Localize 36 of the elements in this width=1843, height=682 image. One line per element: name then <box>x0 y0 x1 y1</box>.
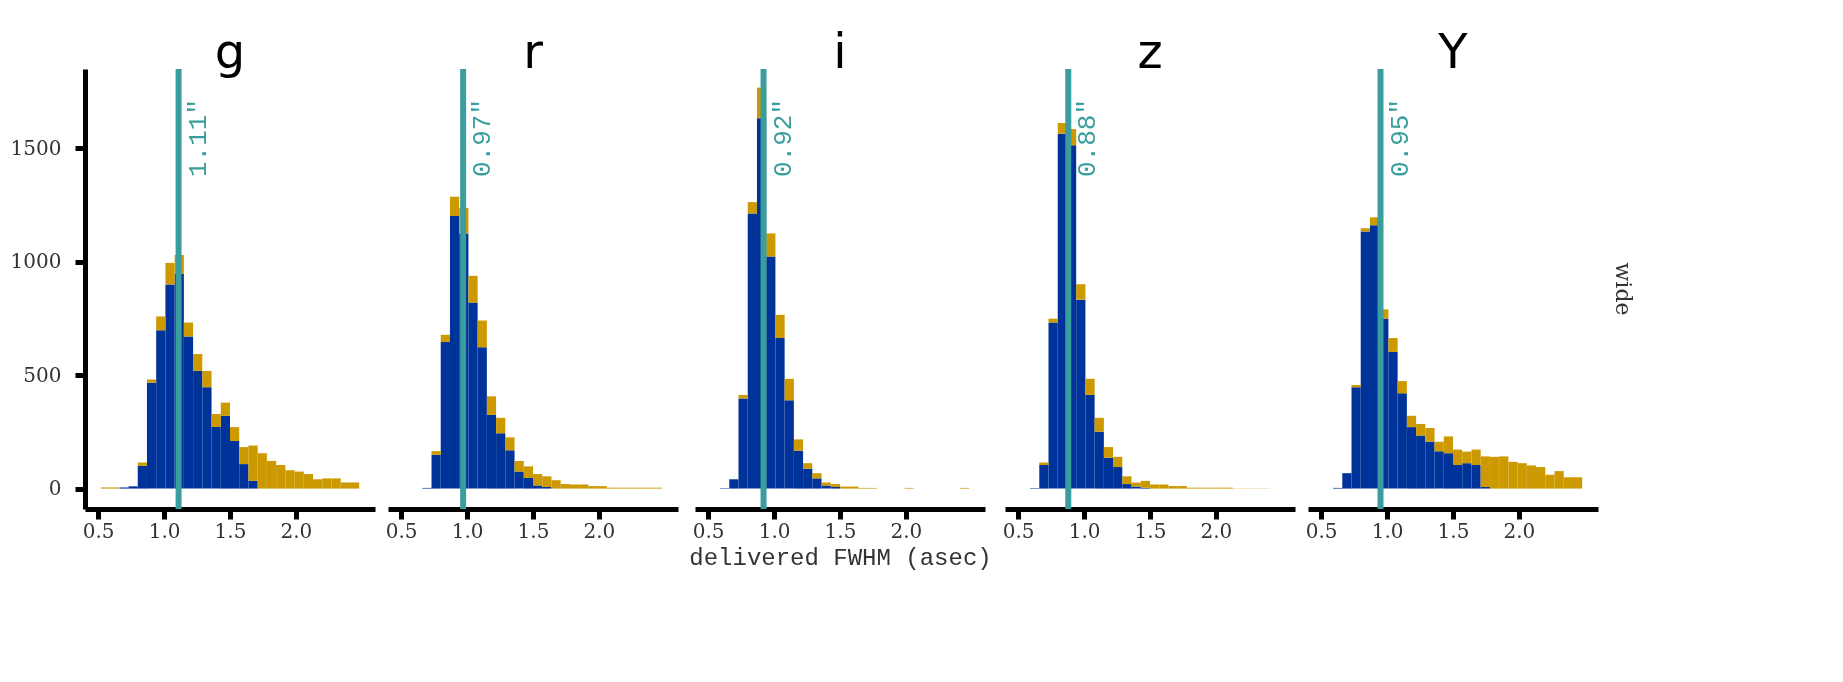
x-tick-label: 0.5 <box>1002 518 1035 543</box>
chart-title: Y <box>1437 23 1469 79</box>
y-tick-label: 0 <box>48 476 62 501</box>
y-tick-label: 1000 <box>10 249 62 274</box>
ref-line-label: 0.88" <box>1073 99 1104 178</box>
chart-title: r <box>523 23 544 79</box>
x-tick-label: 2.0 <box>890 518 923 543</box>
x-tick-label: 1.0 <box>1068 518 1101 543</box>
x-tick-label: 2.0 <box>280 518 313 543</box>
ref-line-label: 1.11" <box>183 99 214 178</box>
text: wide <box>1611 262 1636 316</box>
x-tick-label: 1.0 <box>451 518 484 543</box>
x-tick-label: 1.0 <box>1371 518 1404 543</box>
x-tick-label: 1.5 <box>1134 518 1167 543</box>
x-tick-label: 1.5 <box>1437 518 1470 543</box>
x-tick-label: 1.0 <box>758 518 791 543</box>
x-axis-title: delivered FWHM (asec) <box>689 544 992 572</box>
x-tick-label: 1.5 <box>517 518 550 543</box>
x-tick-label: 1.0 <box>148 518 181 543</box>
ref-line-label: 0.95" <box>1385 99 1416 178</box>
x-tick-label: 2.0 <box>1200 518 1233 543</box>
chart-title: z <box>1137 23 1163 79</box>
x-tick-label: 0.5 <box>1305 518 1338 543</box>
ref-line-label: 0.92" <box>768 99 799 178</box>
y-tick-label: 1500 <box>10 135 62 160</box>
x-tick-label: 2.0 <box>583 518 616 543</box>
chart-title: i <box>833 23 847 79</box>
y-tick-label: 500 <box>23 362 62 387</box>
ref-line-label: 0.97" <box>468 99 499 178</box>
x-tick-label: 0.5 <box>692 518 725 543</box>
x-tick-label: 2.0 <box>1503 518 1536 543</box>
x-tick-label: 1.5 <box>214 518 247 543</box>
x-tick-label: 1.5 <box>824 518 857 543</box>
x-tick-label: 0.5 <box>82 518 115 543</box>
x-tick-label: 0.5 <box>385 518 418 543</box>
chart-title: g <box>214 23 246 79</box>
